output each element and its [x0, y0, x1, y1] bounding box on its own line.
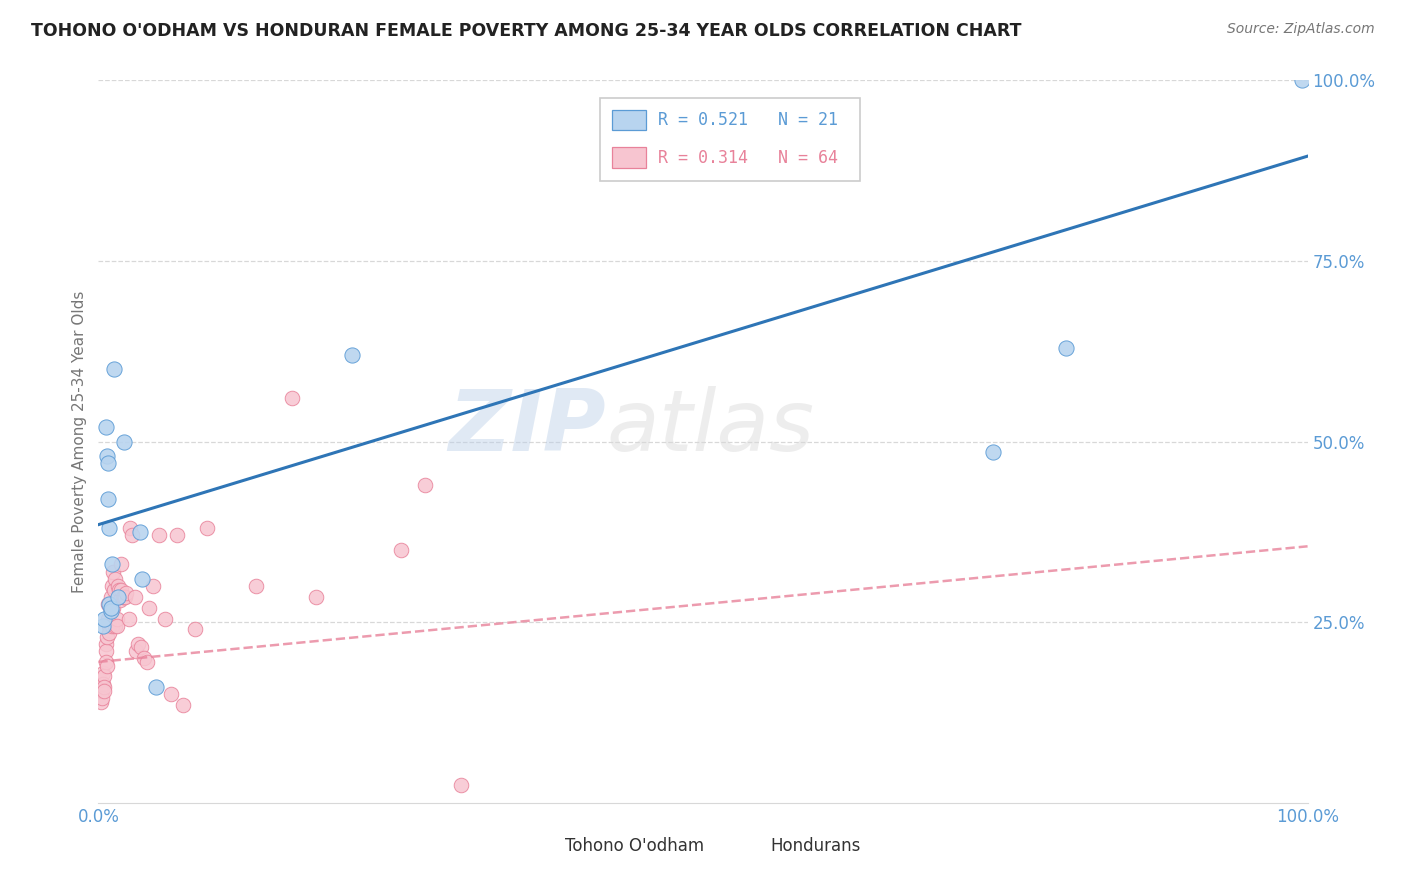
Text: ZIP: ZIP [449, 385, 606, 468]
Point [981, 445, 1004, 459]
Point [91, 619, 114, 633]
Y-axis label: Female Poverty Among 25-34 Year Olds: Female Poverty Among 25-34 Year Olds [72, 291, 87, 592]
Point [100, 600, 122, 615]
Point [103, 362, 125, 376]
Point [103, 582, 125, 597]
Point [118, 521, 141, 535]
Point [93, 669, 115, 683]
Point [342, 348, 364, 362]
Bar [740, 838, 766, 854]
Text: Source: ZipAtlas.com: Source: ZipAtlas.com [1227, 22, 1375, 37]
Point [1291, 73, 1313, 87]
Point [134, 651, 156, 665]
Point [104, 619, 127, 633]
Point [129, 640, 152, 655]
Point [305, 590, 328, 604]
Point [108, 582, 131, 597]
Point [98, 619, 121, 633]
Point [91, 676, 114, 690]
Point [96, 449, 118, 463]
Point [100, 619, 122, 633]
Point [108, 593, 131, 607]
Point [245, 579, 267, 593]
Text: R = 0.521   N = 21: R = 0.521 N = 21 [658, 111, 838, 129]
Point [96, 658, 118, 673]
Point [105, 611, 128, 625]
Point [413, 478, 436, 492]
Point [184, 623, 207, 637]
Point [110, 582, 132, 597]
Text: atlas: atlas [606, 385, 814, 468]
Point [91, 680, 114, 694]
Text: R = 0.314   N = 64: R = 0.314 N = 64 [658, 149, 838, 167]
Point [90, 683, 112, 698]
Point [94, 655, 117, 669]
Point [450, 778, 472, 792]
Point [91, 665, 114, 680]
Point [148, 528, 170, 542]
Point [389, 542, 412, 557]
Point [112, 434, 135, 449]
Point [96, 630, 118, 644]
Point [160, 687, 183, 701]
Point [90, 695, 112, 709]
Point [100, 579, 122, 593]
Point [97, 597, 120, 611]
Point [94, 637, 117, 651]
Point [114, 590, 136, 604]
Point [127, 637, 149, 651]
Point [111, 590, 134, 604]
Point [93, 683, 115, 698]
Point [105, 619, 128, 633]
Point [125, 644, 148, 658]
Point [97, 611, 120, 625]
Text: TOHONO O'ODHAM VS HONDURAN FEMALE POVERTY AMONG 25-34 YEAR OLDS CORRELATION CHAR: TOHONO O'ODHAM VS HONDURAN FEMALE POVERT… [31, 22, 1021, 40]
Point [128, 524, 150, 539]
Point [91, 691, 114, 706]
Point [135, 655, 157, 669]
Point [101, 600, 124, 615]
Point [104, 572, 127, 586]
Point [98, 626, 121, 640]
Point [281, 391, 304, 405]
Text: Hondurans: Hondurans [770, 838, 860, 855]
Point [118, 611, 141, 625]
Point [115, 586, 138, 600]
Bar [534, 838, 561, 854]
Point [172, 698, 194, 713]
Bar [613, 110, 647, 130]
Point [94, 644, 117, 658]
Point [166, 528, 188, 542]
Point [100, 604, 122, 618]
Point [101, 565, 124, 579]
Point [107, 579, 129, 593]
Bar [613, 147, 647, 168]
Point [89, 673, 111, 687]
Point [131, 572, 153, 586]
Text: Tohono O'odham: Tohono O'odham [565, 838, 704, 855]
Point [97, 456, 120, 470]
Point [142, 579, 165, 593]
Point [100, 604, 122, 618]
Point [98, 597, 121, 611]
Point [94, 420, 117, 434]
Point [100, 590, 122, 604]
Point [100, 558, 122, 572]
Point [138, 600, 160, 615]
Point [93, 680, 115, 694]
Point [98, 521, 121, 535]
Point [107, 590, 129, 604]
Point [145, 680, 167, 694]
Point [153, 611, 176, 625]
Point [195, 521, 218, 535]
Point [121, 528, 143, 542]
Point [93, 611, 115, 625]
Point [112, 590, 135, 604]
Point [97, 492, 120, 507]
Point [124, 590, 146, 604]
Point [91, 683, 114, 698]
Point [110, 558, 132, 572]
FancyBboxPatch shape [600, 98, 860, 181]
Point [1054, 341, 1077, 355]
